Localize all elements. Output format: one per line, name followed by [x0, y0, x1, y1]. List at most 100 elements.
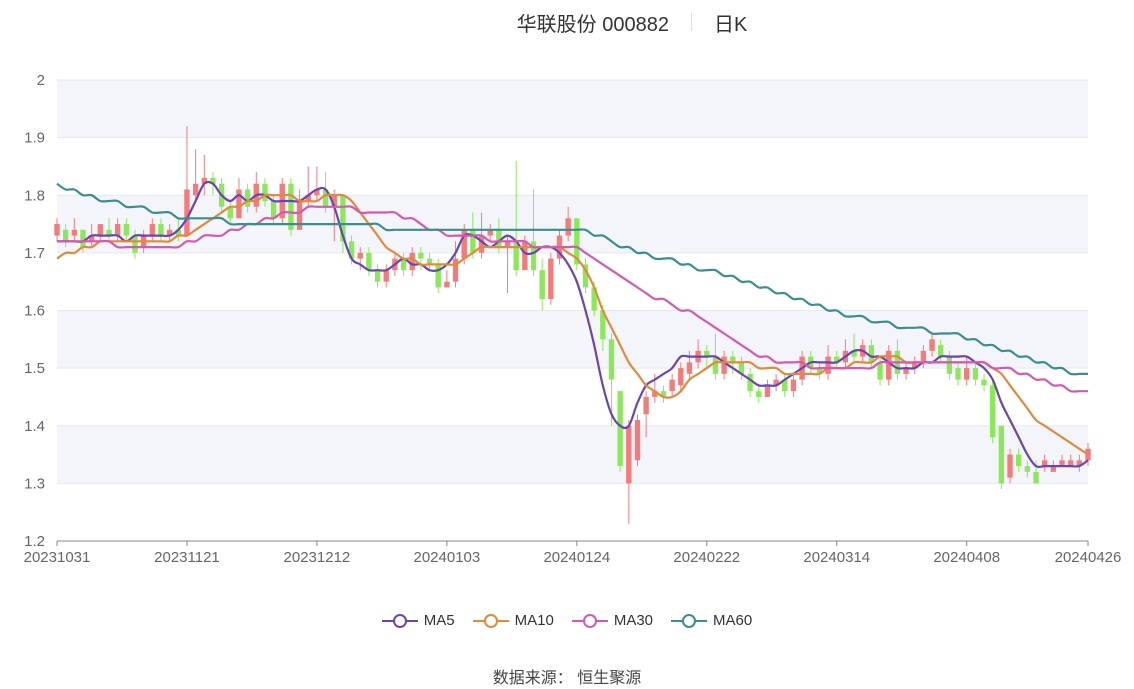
x-tick-label: 20231212: [284, 549, 351, 566]
x-tick-label: 20240222: [673, 549, 740, 566]
x-tick-label: 20231031: [24, 549, 91, 566]
legend-marker-ma30: [571, 613, 608, 628]
candle-body: [132, 235, 138, 253]
y-tick-label: 1.9: [24, 130, 45, 147]
candle-body: [886, 350, 892, 380]
candle-body: [149, 224, 155, 236]
candle-body: [158, 224, 164, 236]
candle-body: [444, 281, 450, 288]
candle-body: [184, 189, 190, 236]
candle-body: [938, 345, 944, 357]
candle-body: [322, 189, 329, 207]
candle-body: [608, 339, 615, 380]
candle-body: [1050, 466, 1057, 472]
candle-body: [331, 195, 337, 207]
candle-body: [452, 258, 459, 282]
candle-body: [192, 183, 199, 196]
legend-label-ma60: MA60: [713, 612, 753, 629]
legend-marker-ma5: [381, 613, 418, 628]
candle-body: [998, 425, 1005, 484]
candle-body: [756, 391, 762, 397]
ma-line-ma5: [57, 180, 1089, 469]
x-tick-label: 20240103: [413, 549, 480, 566]
candle-body: [738, 362, 745, 374]
candle-body: [721, 356, 727, 374]
candle-body: [877, 362, 883, 380]
candle-body: [686, 362, 693, 374]
candle-body: [1059, 460, 1065, 467]
x-tick-label: 20240426: [1055, 549, 1122, 566]
ma-line-ma30: [57, 205, 1088, 393]
candle-body: [348, 241, 355, 259]
candle-body: [409, 252, 415, 271]
candle-body: [868, 345, 875, 363]
candle-body: [617, 391, 623, 467]
candle-body: [643, 396, 649, 415]
y-tick-label: 2: [37, 72, 45, 89]
legend-item-ma60[interactable]: MA60: [671, 612, 752, 629]
candle-body: [1041, 460, 1048, 467]
candle-body: [383, 270, 389, 282]
candle-body: [1076, 460, 1083, 467]
candle-body: [582, 264, 589, 288]
candle-body: [548, 258, 554, 299]
candle-body: [981, 379, 987, 386]
y-tick-label: 1.8: [24, 187, 45, 204]
data-source: 数据来源： 恒生聚源: [0, 664, 1134, 688]
candle-body: [262, 183, 268, 202]
y-tick-label: 1.4: [24, 418, 45, 435]
candle-body: [478, 235, 485, 253]
candle-body: [123, 224, 129, 236]
candle-body: [513, 241, 519, 271]
candle-body: [825, 356, 831, 374]
y-tick-label: 1.7: [24, 245, 45, 262]
candle-body: [972, 368, 979, 380]
candle-body: [912, 362, 918, 369]
legend-marker-ma10: [472, 613, 509, 628]
grid-band: [57, 195, 1088, 253]
candle-body: [565, 218, 571, 236]
candle-body: [296, 201, 303, 230]
candle-body: [175, 229, 181, 236]
candle-body: [600, 310, 606, 340]
legend-item-ma10[interactable]: MA10: [472, 612, 554, 629]
candle-body: [851, 350, 857, 357]
candle-body: [730, 356, 736, 363]
candle-body: [426, 258, 433, 265]
candle-body: [80, 229, 86, 248]
legend-item-ma5[interactable]: MA5: [381, 612, 455, 629]
candle-body: [106, 229, 112, 236]
candle-body: [773, 379, 779, 386]
candle-body: [530, 241, 537, 271]
candle-body: [418, 252, 424, 259]
candle-body: [54, 224, 60, 236]
grid-band: [57, 425, 1088, 484]
grid-band: [57, 310, 1088, 369]
candle-body: [88, 235, 95, 242]
candle-body: [669, 379, 675, 392]
ma-line-ma60: [56, 182, 1088, 376]
grid-band: [57, 80, 1088, 138]
candle-body: [435, 264, 441, 288]
candle-body: [678, 368, 684, 386]
legend-marker-ma60: [671, 613, 708, 628]
candle-body: [400, 258, 407, 271]
legend-item-ma30[interactable]: MA30: [571, 612, 654, 629]
candle-body: [712, 356, 719, 374]
candle-body: [626, 425, 632, 484]
period-label[interactable]: 日K: [713, 13, 748, 36]
candle-body: [1016, 454, 1022, 467]
candle-body: [816, 368, 823, 374]
candle-body: [210, 177, 216, 184]
title-separator: [690, 13, 692, 31]
candle-body: [574, 218, 580, 265]
candle-body: [357, 252, 363, 259]
legend-label-ma30: MA30: [613, 612, 654, 629]
candle-body: [704, 350, 710, 357]
candle-body: [97, 224, 104, 236]
legend-label-ma10: MA10: [514, 612, 554, 629]
candle-body: [244, 189, 251, 207]
y-tick-label: 1.5: [24, 360, 45, 377]
legend: MA5 MA10 MA30 MA60: [0, 612, 1134, 629]
candle-body: [782, 379, 788, 392]
